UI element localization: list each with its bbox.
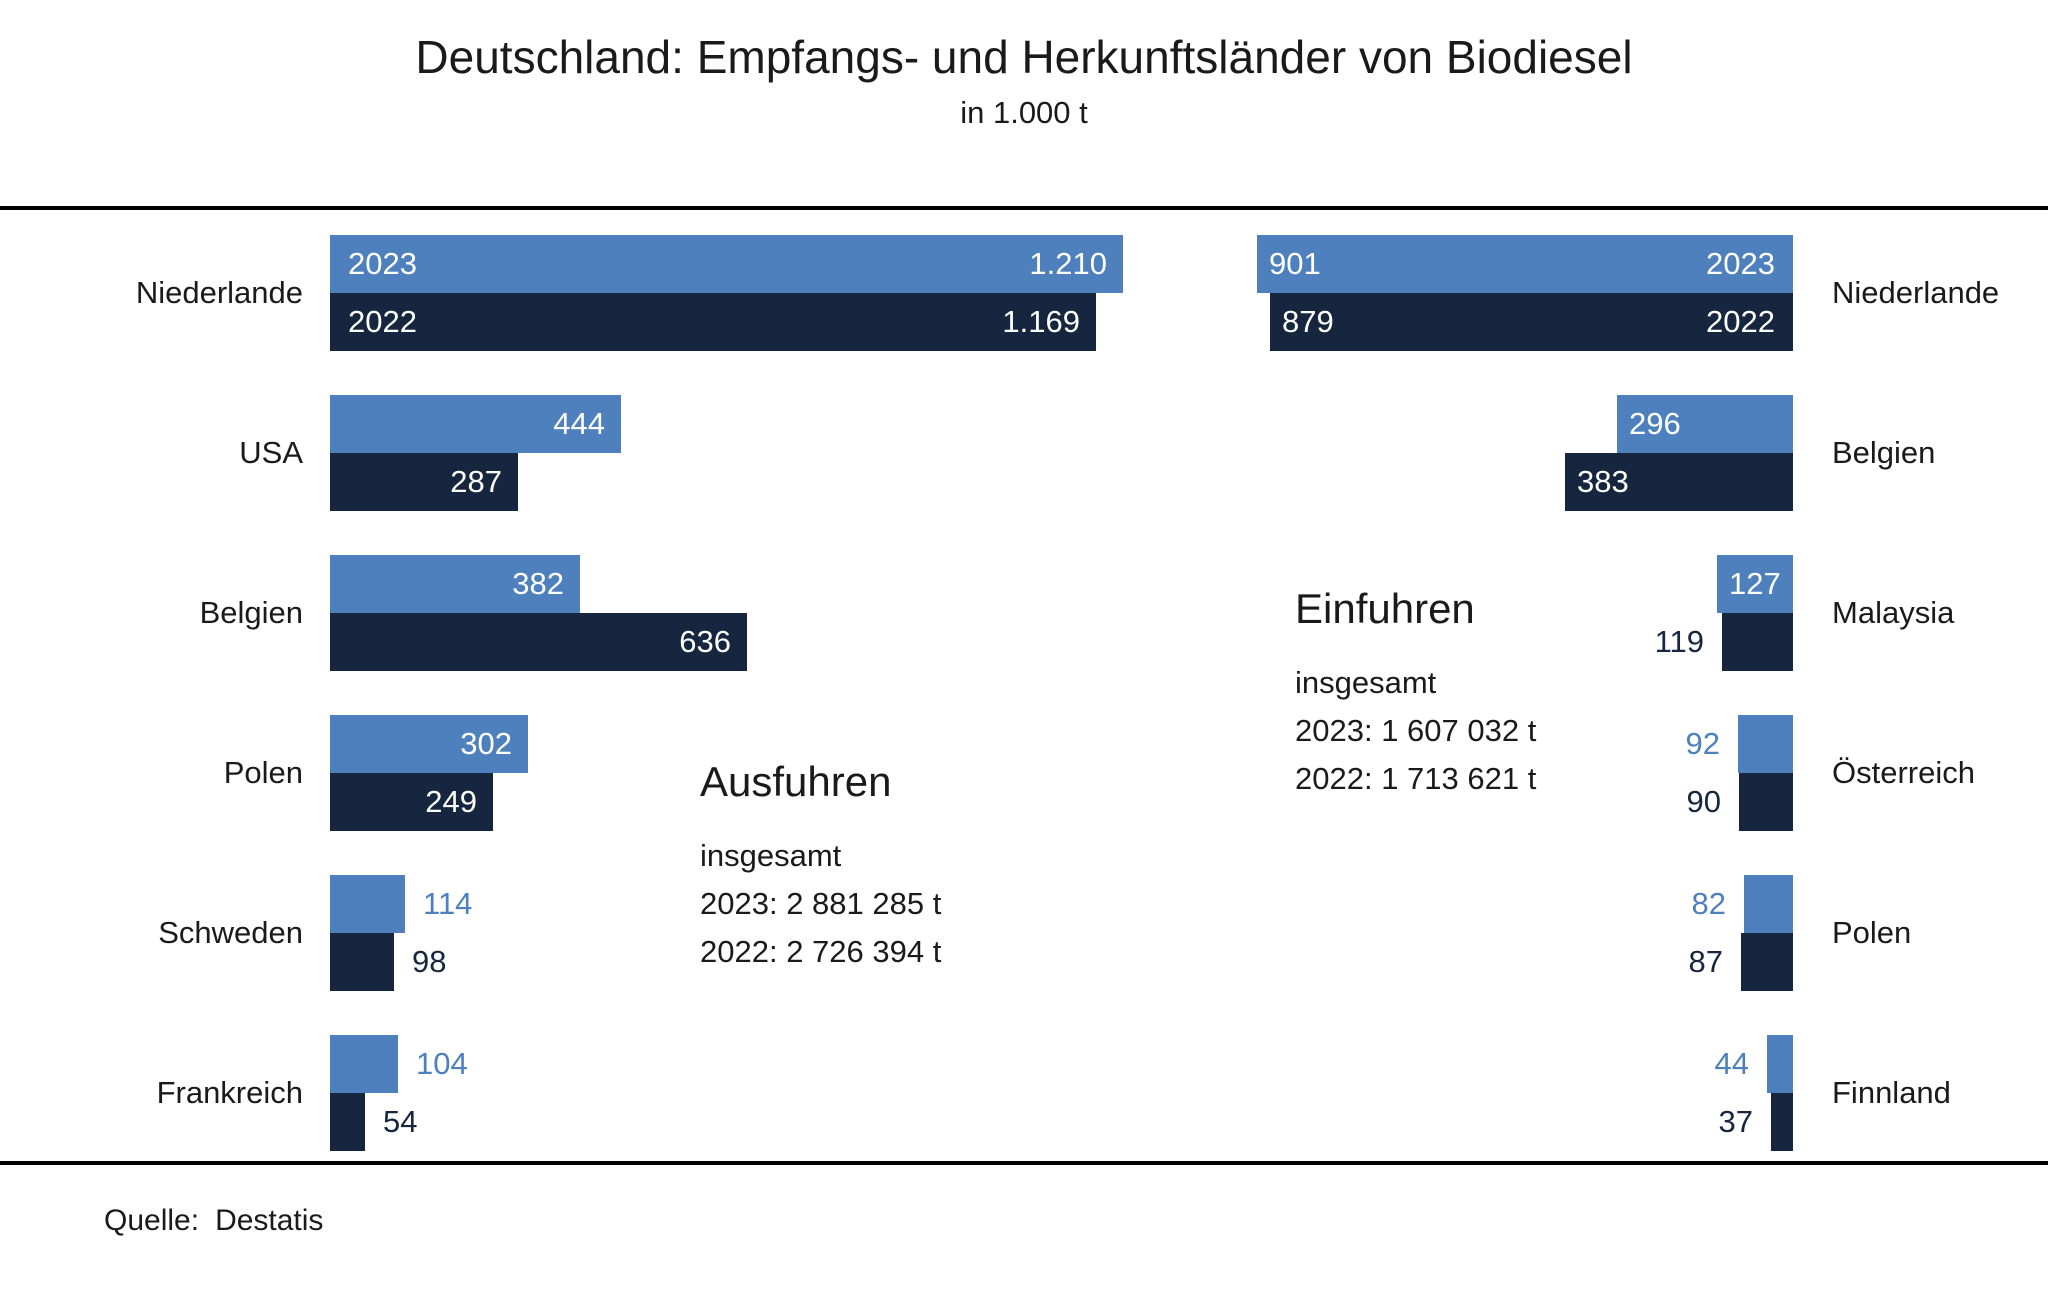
chart-row: Frankreich 104 54 [0, 1035, 2048, 1151]
bar-2023: 1.210 2023 [330, 235, 1123, 293]
bar-2022 [1739, 773, 1793, 831]
bar-2022: 1.169 2022 [330, 293, 1096, 351]
bar-2023 [330, 1035, 398, 1093]
bar-value-2022: 249 [425, 784, 477, 819]
bar-value-2023: 901 [1269, 246, 1321, 281]
bar-2022 [1722, 613, 1793, 671]
series-year-label: 2022 [1706, 304, 1775, 339]
bar-value-2023: 127 [1729, 566, 1781, 601]
exports-summary: Ausfuhren insgesamt 2023: 2 881 285 t 20… [700, 758, 941, 976]
bar-2023: 901 2023 [1257, 235, 1793, 293]
bar-value-2022: 87 [1688, 944, 1723, 979]
chart-row: Belgien 382 636 [0, 555, 2048, 671]
page-title: Deutschland: Empfangs- und Herkunftsländ… [415, 31, 1633, 83]
chart-row: Finnland 44 37 [0, 1035, 2048, 1151]
bar-2022: 287 [330, 453, 518, 511]
bar-value-2023: 104 [416, 1046, 468, 1081]
bar-value-2023: 44 [1714, 1046, 1749, 1081]
bar-2022: 383 [1565, 453, 1793, 511]
exports-summary-line: insgesamt [700, 838, 842, 873]
bar-value-2022: 879 [1282, 304, 1334, 339]
bar-2023 [1744, 875, 1793, 933]
country-label: Niederlande [1832, 275, 2000, 310]
bar-value-2023: 1.210 [1029, 246, 1107, 281]
country-label: Belgien [1832, 435, 1936, 470]
imports-summary-heading: Einfuhren [1295, 585, 1475, 632]
bar-value-2022: 37 [1718, 1104, 1753, 1139]
country-label: Frankreich [156, 1075, 303, 1110]
series-year-label: 2023 [1706, 246, 1775, 281]
exports-bar-chart: Niederlande 1.210 2023 1.169 2022 USA 444 287 Be… [0, 235, 2048, 1155]
bar-2023 [1767, 1035, 1793, 1093]
bar-2022 [330, 933, 394, 991]
bar-value-2022: 119 [1654, 624, 1704, 659]
bar-2022 [1741, 933, 1793, 991]
chart-row: Österreich 92 90 [0, 715, 2048, 831]
imports-summary: Einfuhren insgesamt 2023: 1 607 032 t 20… [1295, 585, 1536, 803]
imports-summary-line: insgesamt [1295, 665, 1437, 700]
bar-value-2023: 82 [1691, 886, 1726, 921]
country-label: Polen [223, 755, 303, 790]
country-label: USA [239, 435, 303, 470]
imports-bar-chart: Niederlande 901 2023 879 2022 Belgien 296 383 Ma… [0, 235, 2048, 1155]
country-label: Finnland [1832, 1075, 1951, 1110]
country-label: Schweden [158, 915, 303, 950]
country-label: Belgien [199, 595, 303, 630]
bar-value-2023: 302 [460, 726, 512, 761]
chart-row: Belgien 296 383 [0, 395, 2048, 511]
country-label: Polen [1832, 915, 1912, 950]
chart-row: Malaysia 127 119 [0, 555, 2048, 671]
top-divider [0, 206, 2048, 210]
bar-2022: 879 2022 [1270, 293, 1793, 351]
page-subtitle: in 1.000 t [960, 95, 1088, 130]
imports-summary-total-2023: 2023: 1 607 032 t [1295, 713, 1537, 748]
imports-summary-total-2022: 2022: 1 713 621 t [1295, 761, 1537, 796]
bar-value-2023: 114 [423, 886, 473, 921]
bar-value-2022: 1.169 [1002, 304, 1080, 339]
country-label: Malaysia [1832, 595, 1955, 630]
source-note: Quelle: Destatis [104, 1204, 323, 1238]
bar-2022 [330, 1093, 365, 1151]
bar-value-2022: 383 [1577, 464, 1629, 499]
chart-row: Niederlande 1.210 2023 1.169 2022 [0, 235, 2048, 351]
bar-value-2022: 54 [383, 1104, 418, 1139]
bar-2022: 249 [330, 773, 493, 831]
bar-value-2023: 296 [1629, 406, 1681, 441]
bar-value-2023: 92 [1685, 726, 1720, 761]
exports-summary-total-2023: 2023: 2 881 285 t [700, 886, 942, 921]
source-value: Destatis [215, 1204, 324, 1237]
bar-value-2023: 382 [512, 566, 564, 601]
country-label: Österreich [1832, 755, 1975, 790]
exports-summary-total-2022: 2022: 2 726 394 t [700, 934, 942, 969]
bar-2022 [1771, 1093, 1793, 1151]
exports-summary-heading: Ausfuhren [700, 758, 892, 805]
country-label: Niederlande [135, 275, 303, 310]
chart-row: Niederlande 901 2023 879 2022 [0, 235, 2048, 351]
bar-2023: 382 [330, 555, 580, 613]
bar-2023: 296 [1617, 395, 1793, 453]
chart-row: USA 444 287 [0, 395, 2048, 511]
chart-row: Polen 302 249 [0, 715, 2048, 831]
series-year-label: 2022 [348, 304, 417, 339]
bar-2023 [330, 875, 405, 933]
bar-2023 [1738, 715, 1793, 773]
bar-2023: 444 [330, 395, 621, 453]
chart-row: Schweden 114 98 [0, 875, 2048, 991]
series-year-label: 2023 [348, 246, 417, 281]
bottom-divider [0, 1161, 2048, 1165]
bar-value-2022: 287 [450, 464, 502, 499]
source-label: Quelle: [104, 1204, 200, 1237]
chart-row: Polen 82 87 [0, 875, 2048, 991]
bar-2022: 636 [330, 613, 747, 671]
bar-value-2022: 98 [412, 944, 447, 979]
bar-value-2022: 636 [679, 624, 731, 659]
bar-2023: 127 [1717, 555, 1793, 613]
bar-value-2023: 444 [553, 406, 605, 441]
bar-2023: 302 [330, 715, 528, 773]
bar-value-2022: 90 [1686, 784, 1721, 819]
